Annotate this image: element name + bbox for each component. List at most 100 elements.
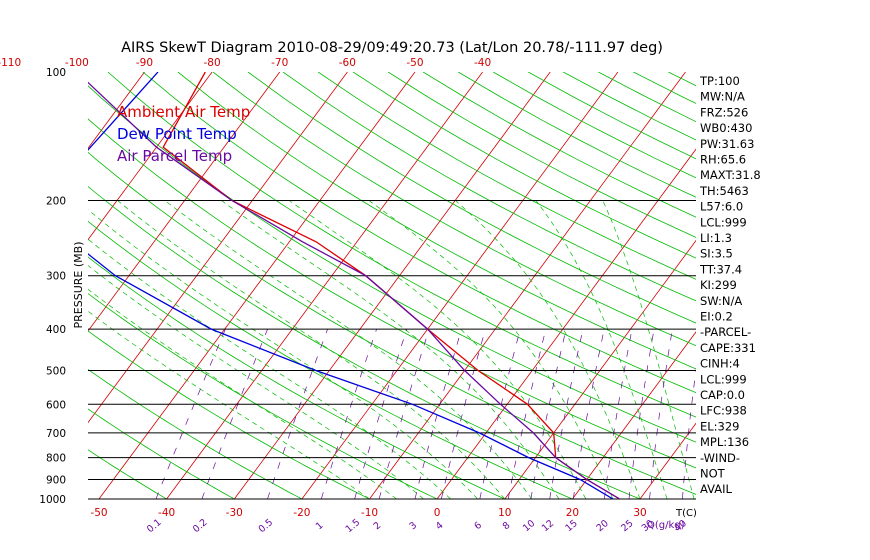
dry-adiabat-line xyxy=(317,72,696,280)
moist-adiabat-line xyxy=(221,200,560,499)
isotherm-line xyxy=(572,331,696,499)
isotherm-line xyxy=(88,72,348,424)
index-value: MAXT:31.8 xyxy=(700,168,761,182)
index-value: CAP:0.0 xyxy=(700,388,745,402)
y-tick-label: 900 xyxy=(46,474,66,486)
isobar-lines xyxy=(88,200,696,500)
dry-adiabat-line xyxy=(668,72,696,87)
index-value: NOT xyxy=(700,467,726,481)
y-axis-label: PRESSURE (MB) xyxy=(72,242,85,329)
mixing-ratio-tick-label: 25 xyxy=(619,518,635,534)
isotherm-line xyxy=(98,72,416,499)
index-value: FRZ:526 xyxy=(700,105,748,119)
index-value: TT:37.4 xyxy=(699,262,742,276)
dry-adiabat-line xyxy=(493,72,696,179)
legend-entry: Ambient Air Temp xyxy=(117,103,250,121)
mixing-ratio-tick-label: 12 xyxy=(540,518,556,534)
dry-adiabat-line xyxy=(177,72,696,370)
index-value: TH:5463 xyxy=(699,184,749,198)
bottom-temp-tick-labels: -50 -40 -30 -20 -10 0 10 20 30 xyxy=(90,507,646,519)
isotherm-line xyxy=(436,148,696,499)
dry-adiabat-line xyxy=(88,408,235,499)
mixing-ratio-line xyxy=(649,329,673,499)
index-value: KI:299 xyxy=(700,278,737,292)
dry-adiabat-line xyxy=(88,293,438,499)
mixing-ratio-tick-label: 10 xyxy=(521,518,537,534)
mixing-ratio-tick-label: 0.5 xyxy=(257,517,276,535)
mixing-ratio-tick-label: 1 xyxy=(314,520,326,532)
dry-adiabat-line xyxy=(88,151,696,495)
moist-adiabat-line xyxy=(88,238,451,499)
top-temp-tick-label: -60 xyxy=(339,57,356,69)
mixing-ratio-tick-label: 20 xyxy=(595,518,611,534)
index-value: CINH:4 xyxy=(700,357,740,371)
bottom-temp-tick-label: -30 xyxy=(226,507,243,519)
y-tick-label: 800 xyxy=(46,453,66,465)
mixing-ratio-line xyxy=(320,328,377,499)
index-value: EL:329 xyxy=(700,419,740,433)
mixing-ratio-line xyxy=(354,328,408,499)
bottom-temp-tick-label: -40 xyxy=(158,507,175,519)
bottom-temp-tick-label: 20 xyxy=(566,507,579,519)
dry-adiabat-line xyxy=(88,85,696,443)
moist-adiabat-line xyxy=(368,200,614,499)
index-value: CAPE:331 xyxy=(700,341,756,355)
y-tick-label: 200 xyxy=(46,196,66,208)
isotherm-line xyxy=(166,72,483,499)
dry-adiabat-line xyxy=(142,72,696,394)
top-temp-tick-label: -80 xyxy=(204,57,221,69)
mixing-ratio-line xyxy=(628,329,655,499)
y-tick-label: 600 xyxy=(46,399,66,411)
isotherm-line xyxy=(88,72,213,241)
dry-adiabat-line xyxy=(88,368,303,499)
mixing-ratio-tick-label: 8 xyxy=(501,520,513,532)
index-value: SW:N/A xyxy=(700,294,742,308)
index-value: -WIND- xyxy=(700,451,740,465)
isotherm-line xyxy=(301,72,619,499)
isotherm-line xyxy=(369,72,686,499)
mixing-ratio-tick-label: 1.5 xyxy=(344,517,363,535)
mixing-ratio-tick-label: 4 xyxy=(434,520,446,532)
mixing-ratio-tick-label: 0.1 xyxy=(145,517,164,535)
isotherm-line xyxy=(504,239,696,499)
index-value: WB0:430 xyxy=(700,121,752,135)
series-layer xyxy=(88,72,621,499)
dry-adiabat-line xyxy=(88,118,696,469)
dry-adiabat-line xyxy=(88,449,167,499)
top-temp-tick-label: -50 xyxy=(406,57,423,69)
bottom-temp-tick-label: -20 xyxy=(293,507,310,519)
bottom-temp-tick-label: -50 xyxy=(90,507,107,519)
series-line xyxy=(88,81,621,499)
mixing-ratio-unit: Q(g/kg) xyxy=(647,520,685,531)
isotherm-line xyxy=(775,72,870,499)
dry-adiabat-line xyxy=(88,330,370,499)
y-tick-label: 700 xyxy=(46,428,66,440)
mixing-ratio-line xyxy=(440,329,486,499)
y-tick-label: 400 xyxy=(46,324,66,336)
isotherm-line xyxy=(233,72,551,499)
y-tick-labels: 100 200 300 400 500 600 700 800 900 1000 xyxy=(39,67,66,506)
mixing-ratio-line xyxy=(682,367,696,499)
index-value: TP:100 xyxy=(699,74,740,88)
dry-adiabat-line xyxy=(107,72,696,418)
top-temp-tick-label: -70 xyxy=(271,57,288,69)
dry-adiabat-line xyxy=(457,72,696,198)
bottom-temp-tick-label: 30 xyxy=(633,507,646,519)
mixing-ratio-tick-label: 0.2 xyxy=(191,517,210,535)
index-value: EI:0.2 xyxy=(700,310,733,324)
top-temp-tick-label: -100 xyxy=(65,57,89,69)
legend: Ambient Air Temp Dew Point Temp Air Parcel… xyxy=(117,103,250,165)
isotherm-line xyxy=(843,72,870,499)
y-tick-label: 1000 xyxy=(39,494,66,506)
index-value: LFC:938 xyxy=(700,404,747,418)
legend-entry: Dew Point Temp xyxy=(117,125,237,143)
index-value: RH:65.6 xyxy=(700,153,746,167)
index-value: -PARCEL- xyxy=(700,325,751,339)
legend-entry: Air Parcel Temp xyxy=(117,147,232,165)
dry-adiabat-line xyxy=(247,72,696,324)
bottom-temp-tick-label: -10 xyxy=(361,507,378,519)
top-temp-tick-label: -90 xyxy=(136,57,153,69)
series-line xyxy=(88,72,614,499)
mixing-ratio-tick-label: 15 xyxy=(563,518,579,534)
